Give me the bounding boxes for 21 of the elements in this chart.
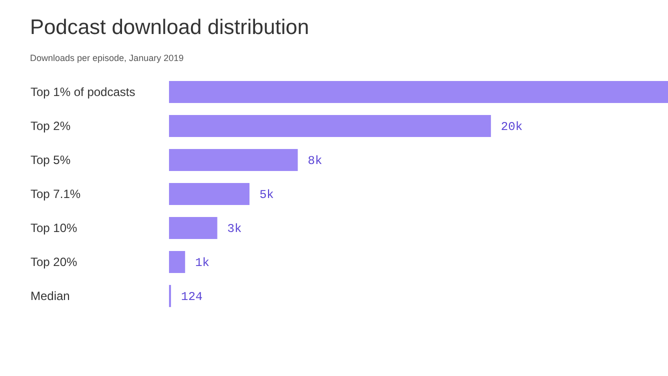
y-tick-label: Top 7.1% bbox=[30, 187, 81, 201]
y-tick-label: Median bbox=[30, 289, 70, 303]
bar bbox=[169, 182, 250, 206]
y-tick-label: Top 20% bbox=[30, 255, 78, 269]
data-label: 124 bbox=[180, 290, 203, 304]
y-tick-label: Top 5% bbox=[30, 153, 71, 167]
chart-subtitle: Downloads per episode, January 2019 bbox=[30, 53, 184, 63]
bar bbox=[169, 148, 298, 172]
y-tick-label: Top 10% bbox=[30, 221, 78, 235]
data-label: 8k bbox=[308, 154, 322, 168]
data-label: 1k bbox=[195, 256, 210, 270]
data-label: 5k bbox=[259, 188, 274, 202]
y-tick-label: Top 1% of podcasts bbox=[30, 85, 136, 99]
chart-title: Podcast download distribution bbox=[30, 16, 310, 39]
y-tick-label: Top 2% bbox=[30, 119, 71, 133]
data-label: 20k bbox=[500, 120, 523, 134]
data-label: 3k bbox=[227, 222, 242, 236]
bar bbox=[169, 80, 668, 104]
bar bbox=[169, 250, 186, 274]
bar bbox=[169, 114, 491, 138]
bar bbox=[169, 216, 218, 240]
